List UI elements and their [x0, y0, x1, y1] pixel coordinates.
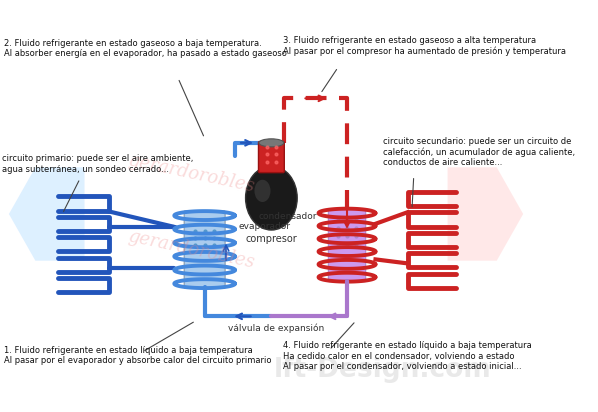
- Ellipse shape: [246, 166, 297, 230]
- Polygon shape: [9, 167, 84, 261]
- Text: evaporador: evaporador: [239, 222, 291, 232]
- Ellipse shape: [255, 180, 270, 202]
- Ellipse shape: [259, 139, 284, 147]
- Text: 4. Fluido refrigerante en estado líquido a baja temperatura
Ha cedido calor en e: 4. Fluido refrigerante en estado líquido…: [283, 341, 532, 371]
- FancyBboxPatch shape: [258, 141, 284, 173]
- Text: 3. Fluido refrigerante en estado gaseoso a alta temperatura
Al pasar por el comp: 3. Fluido refrigerante en estado gaseoso…: [283, 36, 566, 56]
- Text: circuito secundario: puede ser un circuito de
calefacción, un acumulador de agua: circuito secundario: puede ser un circui…: [383, 137, 575, 167]
- Text: válvula de expansión: válvula de expansión: [228, 323, 324, 333]
- Text: lft-Design.com: lft-Design.com: [274, 357, 492, 383]
- Text: gerardorobles: gerardorobles: [126, 152, 257, 196]
- Text: condensador: condensador: [258, 212, 317, 221]
- Text: compresor: compresor: [246, 234, 297, 244]
- FancyBboxPatch shape: [328, 208, 366, 282]
- Text: 1. Fluido refrigerante en estado líquido a baja temperatura
Al pasar por el evap: 1. Fluido refrigerante en estado líquido…: [4, 346, 272, 365]
- Text: circuito primario: puede ser el aire ambiente,
agua subterránea, un sondeo cerra: circuito primario: puede ser el aire amb…: [2, 154, 193, 174]
- Text: gerardorobles: gerardorobles: [126, 227, 257, 272]
- Polygon shape: [447, 167, 523, 261]
- Text: 2. Fluido refrigerante en estado gaseoso a baja temperatura.
Al absorber energía: 2. Fluido refrigerante en estado gaseoso…: [4, 39, 287, 58]
- FancyBboxPatch shape: [184, 211, 225, 288]
